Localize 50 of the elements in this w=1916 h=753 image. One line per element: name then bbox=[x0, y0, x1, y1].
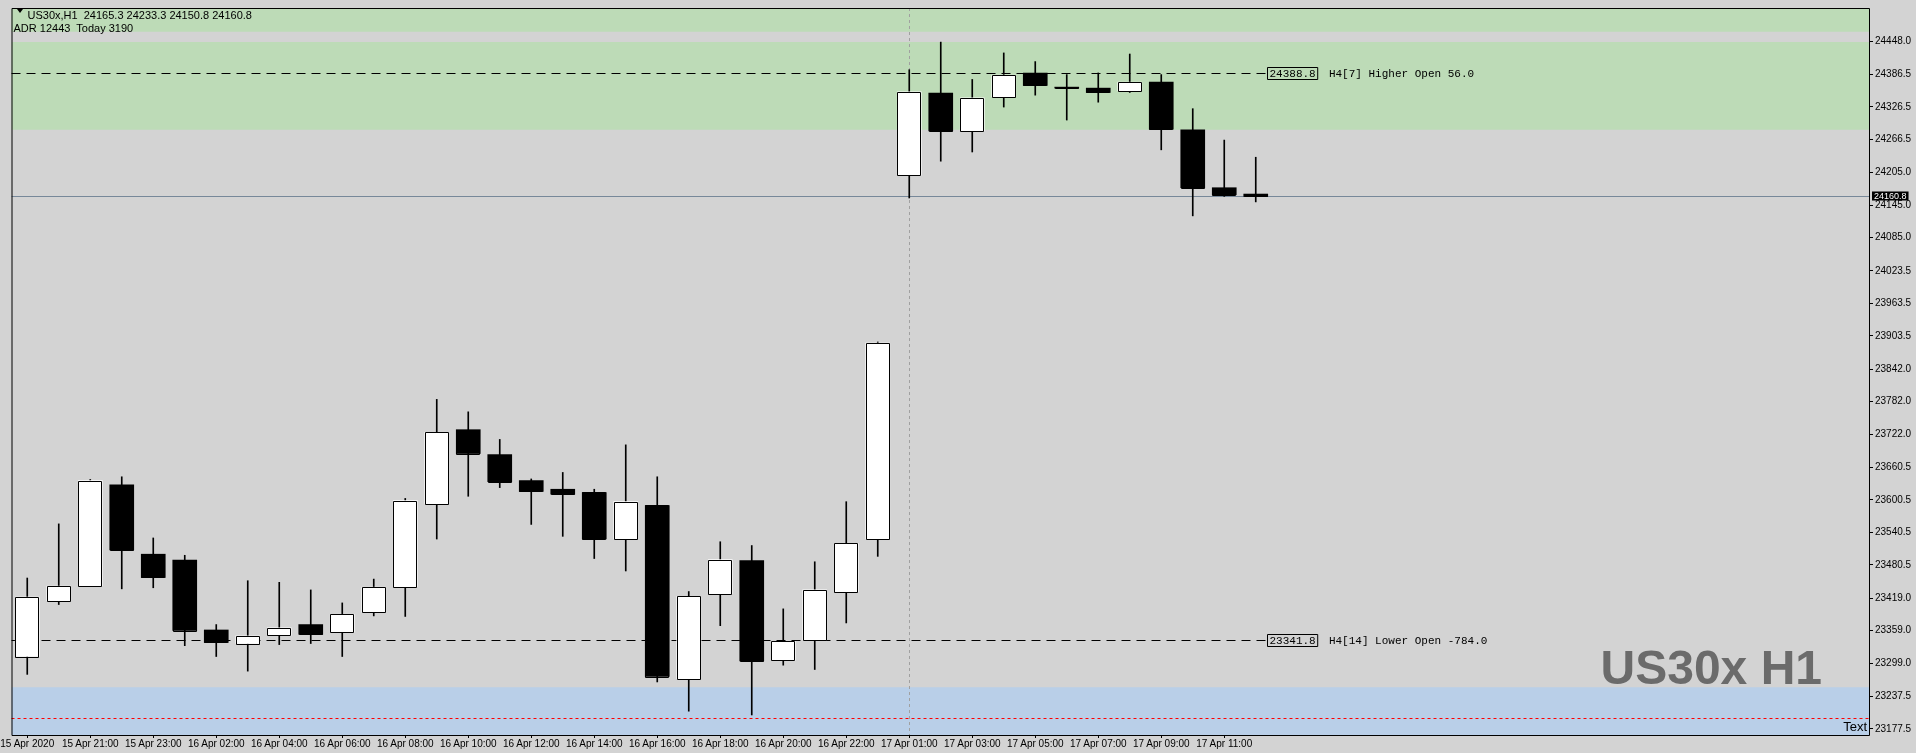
x-tick-label: 16 Apr 02:00 bbox=[187, 737, 246, 749]
x-tick-label: 16 Apr 20:00 bbox=[754, 737, 813, 749]
x-tick-label: 17 Apr 01:00 bbox=[880, 737, 939, 749]
y-tick-label: 23540.5 bbox=[1875, 526, 1912, 538]
x-tick-label: 16 Apr 16:00 bbox=[628, 737, 687, 749]
y-tick-label: 24266.5 bbox=[1875, 133, 1912, 145]
ref-line-label: 24160.8 bbox=[1874, 190, 1907, 201]
x-tick-label: 15 Apr 23:00 bbox=[124, 737, 183, 749]
x-tick-label: 16 Apr 22:00 bbox=[817, 737, 876, 749]
x-tick-label: 16 Apr 14:00 bbox=[565, 737, 624, 749]
x-tick-label: 17 Apr 11:00 bbox=[1196, 737, 1253, 749]
y-tick-label: 23782.0 bbox=[1875, 395, 1912, 407]
y-tick-label: 23722.0 bbox=[1875, 427, 1912, 439]
y-tick-label: 23842.0 bbox=[1875, 362, 1912, 374]
x-tick-label: 16 Apr 06:00 bbox=[313, 737, 372, 749]
ref-line-label: 24388.8 H4[7] Higher Open 56.0 bbox=[1269, 67, 1475, 80]
y-tick-label: 23600.5 bbox=[1875, 493, 1912, 505]
x-tick-label: 16 Apr 10:00 bbox=[439, 737, 498, 749]
y-tick-label: 23660.5 bbox=[1875, 461, 1912, 473]
y-tick-label: 23963.5 bbox=[1875, 297, 1912, 309]
y-tick-label: 24386.5 bbox=[1875, 68, 1912, 80]
annotation: US30x H1 bbox=[1600, 641, 1822, 694]
x-tick-label: 17 Apr 09:00 bbox=[1132, 737, 1191, 749]
x-tick-label: 16 Apr 08:00 bbox=[376, 737, 435, 749]
x-tick-label: 16 Apr 04:00 bbox=[250, 737, 309, 749]
y-tick-label: 24145.0 bbox=[1875, 198, 1912, 210]
candlestick bbox=[550, 472, 576, 537]
y-tick-label: 24448.0 bbox=[1875, 34, 1912, 46]
chart-title: US30x,H1 24165.3 24233.3 24150.8 24160.8 bbox=[27, 9, 252, 22]
y-tick-label: 23299.0 bbox=[1875, 656, 1912, 668]
x-tick-label: 16 Apr 12:00 bbox=[502, 737, 561, 749]
y-tick-label: 23419.0 bbox=[1875, 591, 1912, 603]
y-tick-label: 24326.5 bbox=[1875, 100, 1912, 112]
x-tick-label: 17 Apr 05:00 bbox=[1006, 737, 1065, 749]
y-tick-label: 23903.5 bbox=[1875, 329, 1912, 341]
ref-line-label: 23341.8 H4[14] Lower Open -784.0 bbox=[1269, 634, 1488, 647]
x-tick-label: 17 Apr 03:00 bbox=[943, 737, 1002, 749]
y-tick-label: 24085.0 bbox=[1875, 231, 1912, 243]
y-tick-label: 23177.5 bbox=[1875, 722, 1912, 734]
y-tick-label: 24023.5 bbox=[1875, 264, 1912, 276]
y-tick-label: 23480.5 bbox=[1875, 558, 1912, 570]
y-tick-label: 23237.5 bbox=[1875, 690, 1912, 702]
text: ADR 12443 Today 3190 bbox=[13, 22, 134, 35]
annotation: Text bbox=[1843, 719, 1868, 734]
y-tick-label: 23359.0 bbox=[1875, 624, 1912, 636]
x-tick-label: 17 Apr 07:00 bbox=[1069, 737, 1128, 749]
x-tick-label: 15 Apr 2020 bbox=[0, 737, 55, 749]
x-tick-label: 16 Apr 18:00 bbox=[691, 737, 750, 749]
x-tick-label: 15 Apr 21:00 bbox=[61, 737, 120, 749]
y-tick-label: 24205.0 bbox=[1875, 166, 1912, 178]
